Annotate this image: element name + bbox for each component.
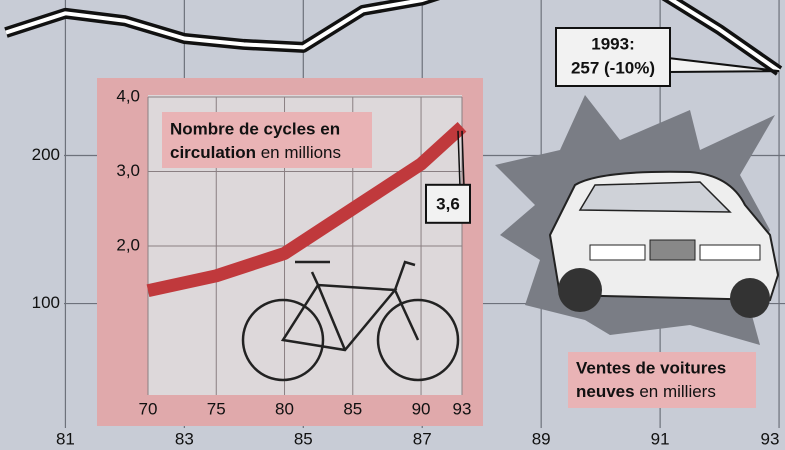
annotation: 1993: (591, 34, 634, 53)
chart-title: en milliers (639, 382, 716, 401)
x-tick-label: 70 (139, 399, 158, 418)
chart-title: Ventes de voitures (576, 358, 726, 377)
x-tick-label: 80 (275, 399, 294, 418)
chart-title: neuves (576, 382, 635, 401)
y-tick-label: 4,0 (116, 86, 140, 105)
x-tick-label: 89 (532, 429, 551, 448)
annotation-box (555, 27, 671, 87)
y-tick-label: 2,0 (116, 235, 140, 254)
x-tick-label: 91 (651, 429, 670, 448)
x-tick-label: 75 (207, 399, 226, 418)
value-label: 3,6 (436, 194, 460, 213)
annotation-pointer (457, 130, 465, 187)
title-box (162, 112, 372, 168)
x-tick-label: 85 (343, 399, 362, 418)
annotation-pointer (667, 57, 780, 73)
x-tick-label: 93 (761, 429, 780, 448)
annotation: 257 (-10%) (571, 58, 655, 77)
car-illustration (495, 95, 780, 345)
chart-title: en millions (261, 143, 341, 162)
x-tick-label: 85 (294, 429, 313, 448)
y-tick-label: 200 (32, 145, 60, 164)
bike-illustration (241, 260, 460, 382)
value-label-box (425, 183, 471, 224)
y-tick-label: 100 (32, 293, 60, 312)
chart-title: circulation (170, 143, 256, 162)
x-tick-label: 90 (412, 399, 431, 418)
x-tick-label: 83 (175, 429, 194, 448)
x-tick-label: 81 (56, 429, 75, 448)
x-tick-label: 93 (453, 399, 472, 418)
chart-title: neuves en milliers (576, 382, 716, 401)
y-tick-label: 3,0 (116, 161, 140, 180)
labels: Nombre de cycles en circulation en milli… (162, 27, 756, 408)
data-line-inner (5, 0, 781, 73)
x-tick-label: 87 (413, 429, 432, 448)
chart-title: circulation en millions (170, 143, 341, 162)
data-line (146, 121, 467, 298)
chart-title: Nombre de cycles en (170, 119, 340, 138)
title-box (568, 352, 756, 408)
